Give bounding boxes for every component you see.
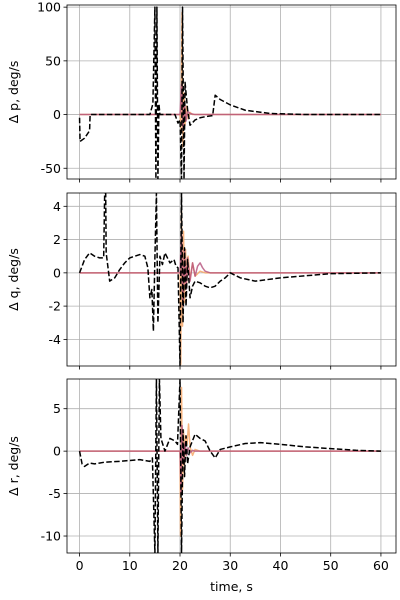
y-tick-label: 5 (53, 401, 61, 416)
series-line-1 (78, 193, 381, 366)
x-tick-label: 20 (172, 558, 188, 573)
x-tick-label: 30 (222, 558, 238, 573)
y-tick-label: 0 (53, 265, 61, 280)
x-tick-label: 50 (323, 558, 339, 573)
series-group (78, 379, 381, 553)
plot-frame (66, 4, 397, 180)
plot-frame (66, 378, 397, 554)
y-tick-label: -5 (49, 486, 61, 501)
y-tick-label: -2 (49, 299, 61, 314)
y-tick-label: 4 (53, 199, 61, 214)
chart-panel-2: -4 -2 0 2 4 Δ q, deg/s (6, 192, 397, 370)
x-tick-label: 10 (122, 558, 138, 573)
series-line-1 (78, 6, 381, 179)
y-tick-label: -50 (41, 161, 61, 176)
series-group (78, 193, 381, 366)
series-group (78, 6, 381, 179)
series-line-1 (78, 379, 381, 553)
y-tick-label: 50 (45, 53, 61, 68)
y-axis-label: Δ r, deg/s (6, 436, 21, 496)
y-tick-label: 0 (53, 107, 61, 122)
y-tick-label: 100 (37, 0, 61, 15)
plot-frame (66, 192, 397, 367)
x-tick-label: 60 (373, 558, 389, 573)
x-tick-label: 0 (76, 558, 84, 573)
y-axis-label: Δ q, deg/s (6, 248, 21, 311)
x-tick-label: 40 (273, 558, 289, 573)
chart-panel-1: -50 0 50 100 Δ p, deg/s (6, 0, 397, 183)
y-tick-label: 2 (53, 232, 61, 247)
x-axis-label: time, s (210, 579, 253, 594)
y-axis-label: Δ p, deg/s (6, 61, 21, 124)
y-tick-label: -4 (49, 332, 62, 347)
y-tick-label: 0 (53, 444, 61, 459)
y-tick-label: -10 (41, 529, 61, 544)
